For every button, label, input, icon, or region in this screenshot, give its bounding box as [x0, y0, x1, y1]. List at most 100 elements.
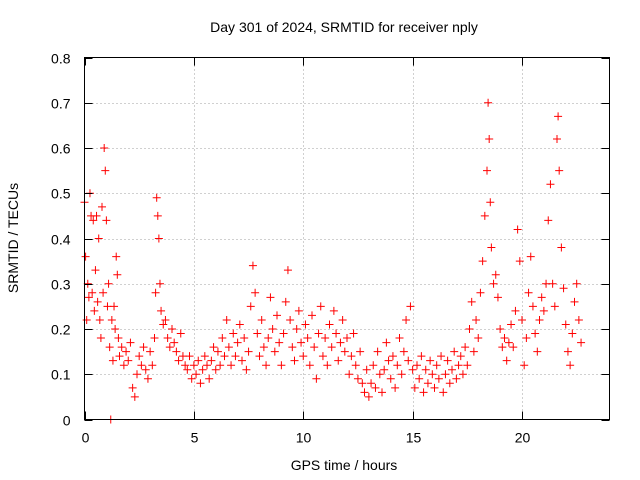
- data-point: [332, 329, 341, 338]
- data-point: [474, 334, 483, 343]
- data-point: [279, 329, 288, 338]
- data-point: [480, 211, 489, 220]
- data-point: [94, 234, 103, 243]
- data-point: [338, 315, 347, 324]
- data-point: [577, 338, 586, 347]
- data-point: [432, 361, 441, 370]
- data-point: [114, 334, 123, 343]
- data-point: [242, 365, 251, 374]
- data-point: [528, 302, 537, 311]
- data-point: [557, 243, 566, 252]
- data-point: [323, 361, 332, 370]
- data-point: [170, 338, 179, 347]
- data-point: [450, 347, 459, 356]
- y-tick-label: 0.4: [51, 232, 71, 248]
- data-points: [80, 98, 586, 424]
- data-point: [321, 334, 330, 343]
- data-point: [550, 302, 559, 311]
- data-point: [371, 383, 380, 392]
- data-point: [104, 279, 113, 288]
- y-tick-label: 0.7: [51, 96, 71, 112]
- data-point: [92, 211, 101, 220]
- data-point: [428, 370, 437, 379]
- data-point: [146, 347, 155, 356]
- data-point: [172, 347, 181, 356]
- data-point: [360, 388, 369, 397]
- data-point: [310, 343, 319, 352]
- data-point: [277, 361, 286, 370]
- data-point: [500, 334, 509, 343]
- data-point: [168, 325, 176, 333]
- y-tick-label: 0.3: [51, 277, 71, 293]
- data-point: [222, 315, 231, 324]
- data-point: [183, 365, 192, 374]
- data-point: [229, 329, 238, 338]
- data-point: [246, 302, 255, 311]
- data-point: [161, 315, 170, 324]
- data-point: [84, 293, 93, 302]
- data-point: [358, 379, 367, 388]
- data-point: [419, 388, 428, 397]
- data-point: [297, 338, 306, 347]
- data-point: [393, 361, 402, 370]
- data-point: [83, 279, 92, 288]
- data-point: [445, 379, 454, 388]
- data-point: [458, 370, 467, 379]
- data-point: [98, 202, 106, 211]
- data-point: [233, 338, 242, 347]
- data-point: [163, 334, 172, 343]
- data-point: [574, 315, 583, 324]
- data-point: [430, 383, 439, 392]
- data-point: [340, 347, 349, 356]
- data-point: [561, 320, 570, 329]
- data-point: [255, 352, 264, 361]
- data-point: [143, 374, 152, 383]
- data-point: [452, 374, 461, 383]
- x-tick-label: 10: [296, 430, 312, 446]
- data-point: [353, 374, 362, 383]
- data-point: [555, 166, 564, 175]
- data-point: [437, 352, 446, 361]
- data-point: [154, 234, 163, 243]
- data-point: [262, 361, 271, 370]
- data-point: [102, 216, 111, 225]
- y-axis-label: SRMTID / TECUs: [5, 183, 21, 293]
- data-point: [112, 252, 121, 261]
- data-point: [415, 374, 424, 383]
- data-point: [509, 343, 518, 352]
- data-point: [526, 252, 535, 261]
- data-point: [281, 297, 290, 306]
- data-point: [386, 374, 395, 383]
- data-point: [349, 329, 358, 338]
- data-point: [498, 343, 507, 352]
- data-point: [511, 306, 520, 315]
- data-point: [441, 370, 450, 379]
- data-point: [456, 352, 465, 361]
- data-point: [408, 365, 417, 374]
- data-point: [200, 352, 209, 361]
- data-point: [96, 334, 105, 343]
- data-point: [566, 361, 575, 370]
- data-point: [496, 325, 505, 333]
- data-point: [133, 370, 141, 379]
- data-point: [152, 193, 161, 202]
- data-point: [301, 320, 310, 329]
- data-point: [126, 338, 135, 347]
- data-point: [294, 306, 303, 315]
- data-point: [559, 284, 568, 293]
- x-axis-label: GPS time / hours: [291, 457, 398, 473]
- data-point: [375, 370, 384, 379]
- data-point: [251, 288, 260, 297]
- data-point: [99, 288, 108, 297]
- data-point: [356, 347, 365, 356]
- y-tick-label: 0.6: [51, 141, 71, 157]
- data-point: [312, 374, 321, 383]
- data-point: [465, 325, 474, 333]
- data-point: [105, 343, 114, 352]
- data-point: [524, 288, 533, 297]
- data-point: [248, 261, 257, 270]
- data-point: [568, 329, 577, 338]
- data-point: [308, 311, 316, 320]
- data-point: [91, 266, 100, 275]
- data-point: [485, 134, 494, 143]
